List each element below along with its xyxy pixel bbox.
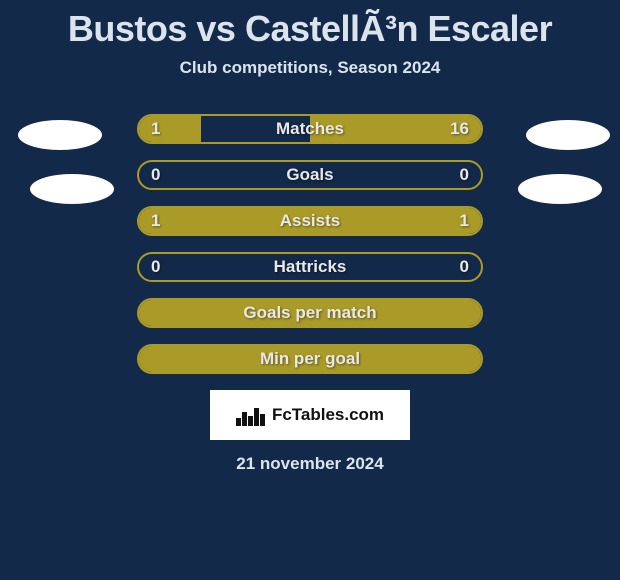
stat-bar: 00Hattricks (137, 252, 483, 282)
avatar-right-team (526, 120, 610, 150)
stat-bar: 00Goals (137, 160, 483, 190)
brand-badge: FcTables.com (210, 390, 410, 440)
brand-logo-icon (236, 404, 266, 426)
bar-label: Hattricks (139, 254, 481, 280)
bar-label: Goals (139, 162, 481, 188)
bar-label: Assists (139, 208, 481, 234)
brand-text: FcTables.com (272, 405, 384, 425)
avatar-right-country (518, 174, 602, 204)
date-text: 21 november 2024 (0, 454, 620, 474)
avatar-left-country (30, 174, 114, 204)
avatar-left-team (18, 120, 102, 150)
subtitle: Club competitions, Season 2024 (0, 58, 620, 78)
stat-bars: 116Matches 00Goals 11Assists 00Hattricks Goa… (137, 114, 483, 374)
stat-bar: Min per goal (137, 344, 483, 374)
stat-bar: 116Matches (137, 114, 483, 144)
page-title: Bustos vs CastellÃ³n Escaler (0, 0, 620, 50)
bar-label: Matches (139, 116, 481, 142)
bar-label: Goals per match (139, 300, 481, 326)
stat-bar: Goals per match (137, 298, 483, 328)
bar-label: Min per goal (139, 346, 481, 372)
stat-bar: 11Assists (137, 206, 483, 236)
